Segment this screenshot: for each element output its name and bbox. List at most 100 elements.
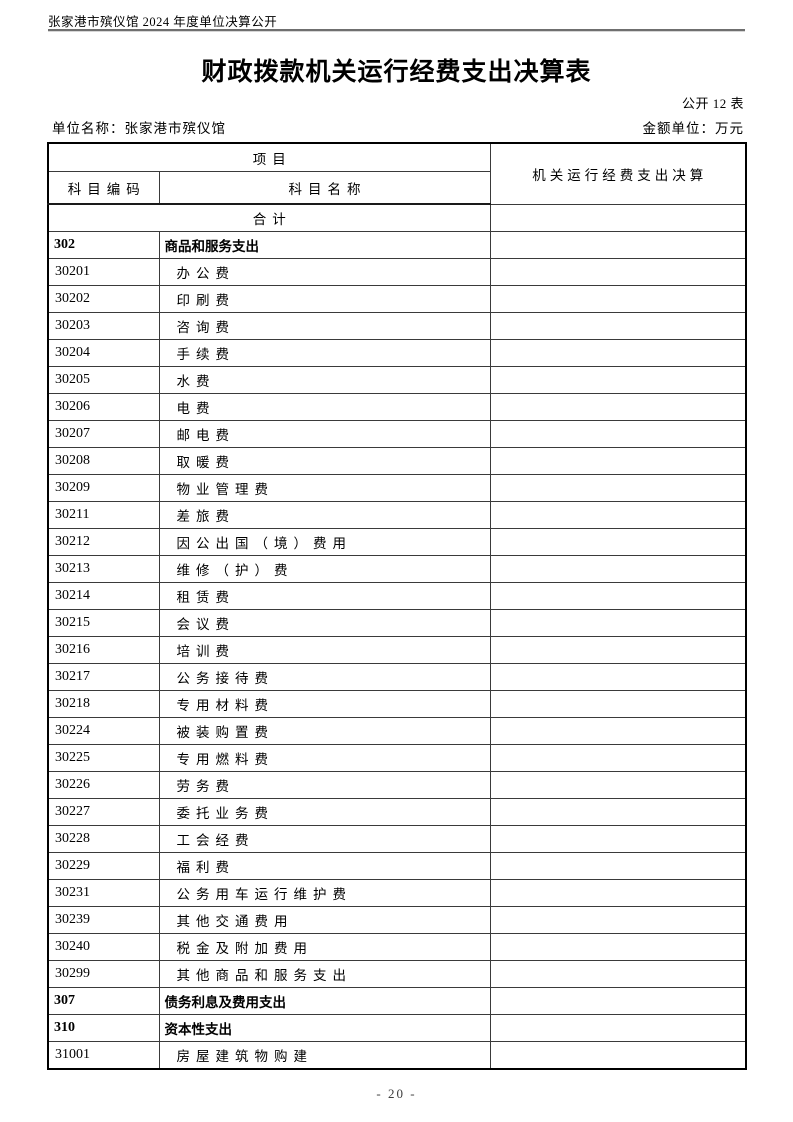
table-header-row-1: 项目 机关运行经费支出决算 [47,142,747,205]
table-row: 30216 培训费 [47,636,747,664]
value-cell [489,582,747,610]
header-value-col-cell: 机关运行经费支出决算 [489,142,747,205]
code-cell: 30231 [47,879,160,907]
name-cell: 邮电费 [158,420,491,448]
name-cell: 劳务费 [158,771,491,799]
table-row: 30224 被装购置费 [47,717,747,745]
table-row: 30214 租赁费 [47,582,747,610]
value-cell [489,636,747,664]
total-value-cell [489,203,747,232]
table-row: 30229 福利费 [47,852,747,880]
meta-row: 单位名称：张家港市殡仪馆 金额单位：万元 [52,117,744,137]
value-cell [489,231,747,259]
code-cell: 30209 [47,474,160,502]
page-number: - 20 - [376,1086,417,1101]
total-row: 合计 [47,203,747,232]
name-cell: 公务用车运行维护费 [158,879,491,907]
value-cell [489,609,747,637]
table-row: 31001 房屋建筑物购建 [47,1041,747,1070]
header-code-cell: 科目编码 [47,171,160,205]
name-cell: 专用燃料费 [158,744,491,772]
table-row: 30217 公务接待费 [47,663,747,691]
name-cell: 商品和服务支出 [158,231,491,259]
expenditure-table: 项目 机关运行经费支出决算 科目编码 科目名称 合计 302 商品和服务支出 302… [47,142,747,1070]
name-cell: 办公费 [158,258,491,286]
header-name-cell: 科目名称 [158,171,491,205]
value-cell [489,744,747,772]
name-cell: 取暖费 [158,447,491,475]
code-cell: 30207 [47,420,160,448]
table-row: 30206 电费 [47,393,747,421]
table-row: 30208 取暖费 [47,447,747,475]
running-header: 张家港市殡仪馆 2024 年度单位决算公开 [48,11,277,30]
table-row: 307 债务利息及费用支出 [47,987,747,1015]
name-cell: 印刷费 [158,285,491,313]
table-row: 30231 公务用车运行维护费 [47,879,747,907]
value-cell [489,474,747,502]
running-header-text: 张家港市殡仪馆 2024 年度单位决算公开 [48,15,278,29]
code-cell: 30215 [47,609,160,637]
name-cell: 其他交通费用 [158,906,491,934]
value-cell [489,528,747,556]
value-cell [489,690,747,718]
table-row: 30201 办公费 [47,258,747,286]
table-header-row-2: 科目编码 科目名称 [47,171,746,205]
table-row: 30299 其他商品和服务支出 [47,960,747,988]
name-cell: 咨询费 [158,312,491,340]
value-cell [489,366,747,394]
name-cell: 公务接待费 [158,663,491,691]
table-row: 30205 水费 [47,366,747,394]
code-cell: 30218 [47,690,160,718]
table-number: 公开 12 表 [681,96,744,111]
table-row: 310 资本性支出 [47,1014,747,1042]
code-cell: 30208 [47,447,160,475]
code-cell: 30216 [47,636,160,664]
value-cell [489,285,747,313]
name-cell: 水费 [158,366,491,394]
value-cell [489,825,747,853]
code-cell: 31001 [47,1041,160,1070]
unit-name-label: 单位名称：张家港市殡仪馆 [52,121,226,136]
name-cell: 其他商品和服务支出 [158,960,491,988]
code-cell: 30227 [47,798,160,826]
name-cell: 维修（护）费 [158,555,491,583]
code-cell: 30224 [47,717,160,745]
name-cell: 租赁费 [158,582,491,610]
header-rule [48,29,745,32]
table-row: 30212 因公出国（境）费用 [47,528,747,556]
code-cell: 30299 [47,960,160,988]
table-row: 30213 维修（护）费 [47,555,747,583]
name-cell: 税金及附加费用 [158,933,491,961]
name-cell: 因公出国（境）费用 [158,528,491,556]
value-cell [489,1041,747,1070]
code-cell: 30202 [47,285,160,313]
value-cell [489,339,747,367]
code-cell: 30203 [47,312,160,340]
name-cell: 被装购置费 [158,717,491,745]
table-row: 30226 劳务费 [47,771,747,799]
amount-unit-label: 金额单位：万元 [642,121,744,136]
name-cell: 福利费 [158,852,491,880]
name-cell: 专用材料费 [158,690,491,718]
name-cell: 资本性支出 [158,1014,491,1042]
name-cell: 电费 [158,393,491,421]
code-cell: 307 [47,987,160,1015]
code-cell: 30214 [47,582,160,610]
code-cell: 302 [47,231,160,259]
table-row: 30240 税金及附加费用 [47,933,747,961]
page-title: 财政拨款机关运行经费支出决算表 [201,59,592,86]
name-cell: 手续费 [158,339,491,367]
value-cell [489,447,747,475]
code-cell: 30201 [47,258,160,286]
code-cell: 30226 [47,771,160,799]
value-cell [489,663,747,691]
table-row: 30211 差旅费 [47,501,747,529]
code-cell: 30225 [47,744,160,772]
value-cell [489,906,747,934]
table-row: 30203 咨询费 [47,312,747,340]
value-cell [489,258,747,286]
table-row: 30225 专用燃料费 [47,744,747,772]
code-cell: 30229 [47,852,160,880]
value-cell [489,501,747,529]
table-row: 30239 其他交通费用 [47,906,747,934]
